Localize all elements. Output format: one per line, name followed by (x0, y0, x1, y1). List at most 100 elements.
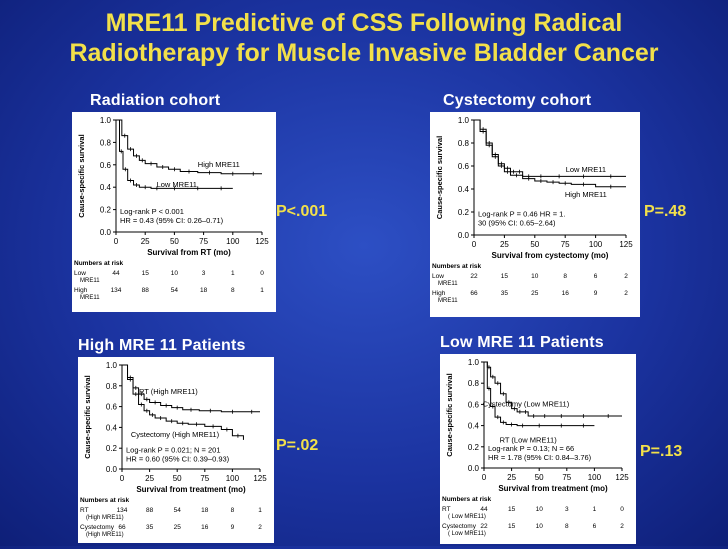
series-label: RT (High MRE11) (139, 387, 198, 396)
x-tick-label: 125 (253, 474, 267, 483)
risk-row-label: RT (442, 506, 451, 513)
survival-curve-1 (122, 364, 244, 440)
risk-value: 6 (593, 523, 597, 530)
y-tick-label: 1.0 (458, 116, 470, 125)
x-tick-label: 25 (507, 473, 516, 482)
risk-value: 1 (258, 507, 262, 514)
y-tick-label: 0.4 (458, 185, 470, 194)
risk-value: 66 (118, 524, 126, 531)
y-tick-label: 0.8 (458, 139, 470, 148)
chart-panel-radiation: 0.0 0.2 0.4 0.6 0.8 1.0 0 25 50 75 100 125 Survival … (72, 112, 276, 312)
risk-row-sublabel: MRE11 (438, 298, 458, 304)
x-tick-label: 25 (145, 474, 154, 483)
y-tick-label: 0.0 (100, 228, 112, 237)
x-tick-label: 50 (530, 240, 539, 249)
risk-value: 10 (536, 506, 544, 513)
pvalue-high-mre11: P=.02 (276, 437, 319, 454)
chart-panel-low-mre11: 0.0 0.2 0.4 0.6 0.8 1.0 0 25 50 75 100 125 Survival … (440, 354, 636, 544)
risk-row-sublabel: MRE11 (80, 278, 100, 284)
risk-value: 15 (508, 506, 516, 513)
risk-value: 54 (174, 507, 182, 514)
risk-value: 15 (501, 273, 509, 280)
survival-curve-0 (484, 361, 622, 417)
risk-row-label: High (432, 290, 446, 297)
x-tick-label: 75 (562, 473, 571, 482)
y-tick-label: 0.0 (468, 464, 480, 473)
y-axis-label: Cause-specific survival (83, 375, 92, 458)
chart-panel-cystectomy: 0.0 0.2 0.4 0.6 0.8 1.0 0 25 50 75 100 125 Survival … (430, 112, 640, 317)
risk-value: 35 (501, 290, 509, 297)
x-tick-label: 100 (226, 474, 240, 483)
risk-value: 1 (231, 270, 235, 277)
risk-row-label: Cystectomy (442, 523, 477, 530)
x-axis-label: Survival from treatment (mo) (498, 484, 608, 493)
series-label: RT (Low MRE11) (500, 436, 558, 445)
risk-row-sublabel: MRE11 (438, 281, 458, 287)
risk-value: 15 (508, 523, 516, 530)
risk-value: 8 (231, 507, 235, 514)
risk-row-sublabel: ( Low MRE11) (448, 531, 486, 537)
risk-value: 22 (470, 273, 478, 280)
risk-row-sublabel: (High MRE11) (86, 515, 124, 521)
y-tick-label: 0.6 (458, 162, 470, 171)
x-tick-label: 75 (561, 240, 570, 249)
x-tick-label: 100 (589, 240, 603, 249)
y-tick-label: 0.0 (106, 465, 118, 474)
series-label: High MRE11 (565, 190, 607, 199)
risk-value: 88 (142, 287, 150, 294)
risk-row-label: Low (74, 270, 86, 277)
pvalue-low-mre11: P=.13 (640, 443, 683, 460)
pvalue-cystectomy: P=.48 (644, 203, 687, 220)
risk-value: 3 (565, 506, 569, 513)
y-axis-label: Cause-specific survival (435, 136, 444, 219)
risk-value: 16 (562, 290, 570, 297)
risk-value: 44 (480, 506, 488, 513)
x-axis-label: Survival from RT (mo) (147, 248, 231, 257)
series-label: Cystectomy (Low MRE11) (483, 400, 570, 409)
risk-value: 2 (624, 290, 628, 297)
survival-curve-1 (116, 119, 233, 189)
km-chart-radiation: 0.00.20.40.60.81.00 25 50 75 100 125Survival … (74, 116, 269, 301)
x-tick-label: 50 (173, 474, 182, 483)
risk-header: Numbers at risk (432, 263, 482, 270)
stats-line: Log-rank P = 0.46 HR = 1. (478, 210, 565, 219)
risk-value: 66 (470, 290, 478, 297)
risk-value: 22 (480, 523, 488, 530)
risk-value: 2 (258, 524, 262, 531)
x-tick-label: 25 (500, 240, 509, 249)
cohort-label-low-mre11: Low MRE 11 Patients (440, 334, 604, 351)
risk-value: 16 (201, 524, 209, 531)
y-tick-label: 1.0 (106, 361, 118, 370)
y-tick-label: 0.6 (106, 403, 118, 412)
risk-value: 9 (594, 290, 598, 297)
x-tick-label: 50 (170, 237, 179, 246)
y-tick-label: 0.2 (468, 443, 480, 452)
risk-value: 2 (624, 273, 628, 280)
y-tick-label: 0.4 (100, 183, 112, 192)
stats-line: HR = 0.60 (95% CI: 0.39–0.93) (126, 454, 230, 463)
y-axis-label: Cause-specific survival (445, 373, 454, 456)
km-chart-cystectomy: 0.0 0.2 0.4 0.6 0.8 1.0 0 25 50 75 100 125 Survival … (432, 116, 633, 304)
risk-row-sublabel: ( Low MRE11) (448, 514, 486, 520)
risk-header: Numbers at risk (80, 497, 130, 504)
risk-value: 1 (593, 506, 597, 513)
stats-line: HR = 1.78 (95% CI: 0.84–3.76) (488, 453, 592, 462)
chart-panel-high-mre11: 0.0 0.2 0.4 0.6 0.8 1.0 0 25 50 75 100 125 Survival … (78, 357, 274, 543)
risk-value: 3 (202, 270, 206, 277)
title-line-1: MRE11 Predictive of CSS Following Radica… (105, 9, 623, 37)
risk-row-label: Cystectomy (80, 524, 115, 531)
risk-value: 8 (565, 523, 569, 530)
stats-line: 30 (95% CI: 0.65–2.64) (478, 219, 556, 228)
y-tick-label: 0.4 (106, 423, 118, 432)
series-label: Cystectomy (High MRE11) (131, 430, 220, 439)
x-tick-label: 50 (535, 473, 544, 482)
risk-value: 0 (620, 506, 624, 513)
series-label: Low MRE11 (157, 180, 197, 189)
x-axis-label: Survival from treatment (mo) (136, 485, 246, 494)
x-tick-label: 75 (200, 474, 209, 483)
risk-value: 44 (112, 270, 120, 277)
x-tick-label: 100 (226, 237, 240, 246)
risk-value: 134 (117, 507, 128, 514)
x-tick-label: 100 (588, 473, 602, 482)
risk-value: 1 (260, 287, 264, 294)
